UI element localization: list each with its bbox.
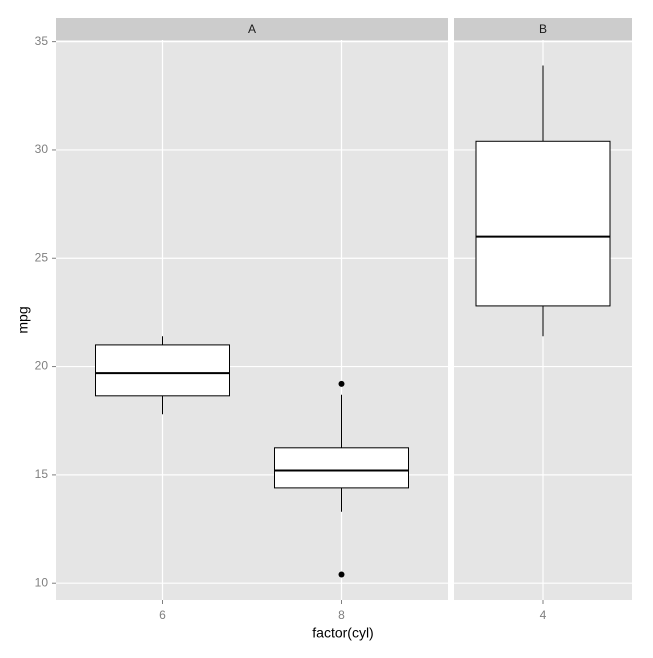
y-tick-label: 25 — [35, 250, 49, 264]
panel-background — [56, 40, 448, 600]
outlier — [338, 571, 345, 578]
strip-label: A — [248, 22, 256, 36]
y-axis-label: mpg — [15, 306, 31, 333]
strip — [56, 18, 448, 40]
box — [95, 344, 230, 397]
y-tick-label: 20 — [35, 359, 49, 373]
y-tick-label: 35 — [35, 34, 49, 48]
strip — [454, 18, 632, 40]
outlier — [338, 380, 345, 387]
x-axis-label: factor(cyl) — [312, 625, 373, 641]
box — [475, 140, 611, 307]
x-tick-label: 6 — [159, 608, 166, 622]
y-tick-label: 15 — [35, 467, 49, 481]
box — [274, 447, 409, 489]
y-tick-label: 10 — [35, 575, 49, 589]
strip-label: B — [539, 22, 547, 36]
y-tick-label: 30 — [35, 142, 49, 156]
x-tick-label: 8 — [338, 608, 345, 622]
x-tick-label: 4 — [540, 608, 547, 622]
